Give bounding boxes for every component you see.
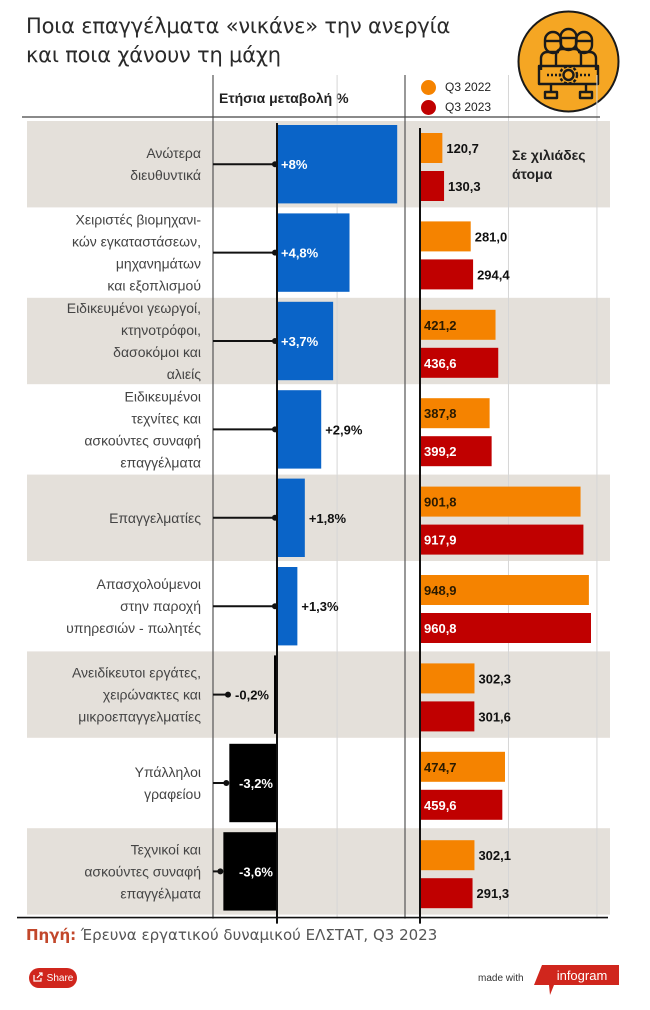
abs-bar-q3-2022 <box>421 486 581 517</box>
legend-label-q3-2022: Q3 2022 <box>445 80 492 94</box>
pct-label: +3,7% <box>281 334 319 349</box>
abs-bar-q3-2023 <box>421 436 492 467</box>
legend-item-q3-2022: Q3 2022 <box>421 77 491 97</box>
abs-bar-q3-2023 <box>421 789 503 820</box>
row-band <box>27 651 610 738</box>
source-text: Έρευνα εργατικού δυναμικού ΕΛΣΤΑΤ, Q3 20… <box>80 926 438 944</box>
abs-value-label: 436,6 <box>424 356 457 371</box>
category-label: Ανώτερα διευθυντικά <box>130 145 201 183</box>
abs-value-label: 387,8 <box>424 406 457 421</box>
abs-value-label: 120,7 <box>446 141 479 156</box>
legend-label-q3-2023: Q3 2023 <box>445 100 492 114</box>
infogram-brand-text: infogram <box>557 968 608 983</box>
pct-label: +4,8% <box>281 246 319 261</box>
category-label: Ειδικευμένοι τεχνίτες και ασκούντες συναφή… <box>84 388 201 470</box>
pct-label: +1,8% <box>309 511 347 526</box>
abs-value-label: 917,9 <box>424 533 457 548</box>
units-label: Σε χιλιάδες άτομα <box>512 146 586 184</box>
pct-bar <box>278 478 305 557</box>
pct-bar <box>278 301 334 381</box>
abs-value-label: 399,2 <box>424 444 457 459</box>
pct-label: -0,2% <box>235 688 269 703</box>
pct-label: +1,3% <box>301 599 339 614</box>
legend-dot-q3-2022 <box>421 79 436 95</box>
abs-bar-q3-2023 <box>421 347 499 378</box>
abs-value-label: 301,6 <box>478 709 511 724</box>
title-line-1: Ποια επαγγέλματα «νικάνε» την ανεργία <box>26 14 451 38</box>
units-label-line-1: Σε χιλιάδες <box>512 147 586 163</box>
category-label: Υπάλληλοι γραφείου <box>135 764 201 802</box>
category-label: Χειριστές βιομηχανι-κών εγκαταστάσεων, μη… <box>72 212 201 294</box>
chart-area: Ανώτερα διευθυντικά Χειριστές βιομηχανι-κώ… <box>17 75 610 924</box>
connector-dot <box>217 868 224 875</box>
legend-item-q3-2023: Q3 2023 <box>421 97 491 117</box>
pct-label: +8% <box>281 157 308 172</box>
category-label: Επαγγελματίες <box>109 510 201 526</box>
made-with-label: made with <box>478 973 524 984</box>
abs-bar-q3-2022 <box>421 575 589 605</box>
pct-bar <box>278 213 350 292</box>
connector-dot <box>225 691 231 698</box>
abs-value-label: 948,9 <box>424 583 457 598</box>
abs-bar-q3-2023 <box>421 878 473 909</box>
abs-value-label: 421,2 <box>424 318 457 333</box>
abs-bar-q3-2022 <box>421 309 496 340</box>
pct-label: -3,2% <box>239 776 273 791</box>
pct-bar <box>274 655 277 734</box>
share-icon <box>33 971 43 985</box>
abs-value-label: 302,3 <box>478 671 511 686</box>
abs-bar-q3-2022 <box>421 398 490 429</box>
abs-value-label: 474,7 <box>424 760 457 775</box>
category-label: Τεχνικοί και ασκούντες συναφή επαγγέλματα <box>84 841 201 901</box>
abs-bar-q3-2022 <box>421 663 475 694</box>
source-label: Πηγή: <box>26 926 77 944</box>
infogram-logo[interactable]: infogram <box>532 965 622 1004</box>
abs-value-label: 901,8 <box>424 495 457 510</box>
pct-bar <box>229 743 277 823</box>
abs-value-label: 459,6 <box>424 798 457 813</box>
pct-bar <box>278 125 398 204</box>
abs-bar-q3-2022 <box>421 221 471 252</box>
abs-value-label: 302,1 <box>478 848 511 863</box>
units-label-line-2: άτομα <box>512 166 553 182</box>
abs-bar-q3-2023 <box>421 613 591 643</box>
chart-title: Ποια επαγγέλματα «νικάνε» την ανεργία κα… <box>26 12 450 70</box>
pct-label: -3,6% <box>239 864 273 879</box>
share-button[interactable]: Share <box>29 968 77 988</box>
row-band <box>27 828 610 915</box>
abs-bar-q3-2023 <box>421 259 474 290</box>
abs-value-label: 960,8 <box>424 621 457 636</box>
abs-bar-q3-2023 <box>421 171 445 201</box>
pct-change-header: Ετήσια μεταβολή % <box>219 90 349 106</box>
abs-bar-q3-2023 <box>421 524 584 555</box>
abs-bar-q3-2023 <box>421 701 475 732</box>
legend: Q3 2022 Q3 2023 <box>421 77 491 117</box>
abs-bar-q3-2022 <box>421 133 443 163</box>
pct-bar <box>223 832 277 911</box>
abs-value-label: 130,3 <box>448 179 481 194</box>
pct-bar <box>278 390 322 469</box>
pct-label: +2,9% <box>325 422 363 437</box>
abs-value-label: 294,4 <box>477 267 510 282</box>
abs-value-label: 291,3 <box>477 886 510 901</box>
share-label: Share <box>46 972 74 984</box>
legend-dot-q3-2023 <box>421 99 436 115</box>
abs-bar-q3-2022 <box>421 751 505 782</box>
title-line-2: και ποια χάνουν τη μάχη <box>26 43 281 67</box>
category-label: Απασχολούμενοι στην παροχή υπηρεσιών - πωλ… <box>66 576 201 636</box>
connector-dot <box>223 780 230 786</box>
pct-bar <box>278 567 298 646</box>
workers-gear-icon <box>517 10 620 113</box>
abs-bar-q3-2022 <box>421 840 475 871</box>
category-label: Ειδικευμένοι γεωργοί, κτηνοτρόφοι, δασοκόμ… <box>67 300 202 382</box>
abs-value-label: 281,0 <box>475 229 508 244</box>
source-note: Πηγή: Έρευνα εργατικού δυναμικού ΕΛΣΤΑΤ,… <box>26 926 437 944</box>
category-label: Ανειδίκευτοι εργάτες, χειρώνακτες και μικρ… <box>72 665 201 725</box>
